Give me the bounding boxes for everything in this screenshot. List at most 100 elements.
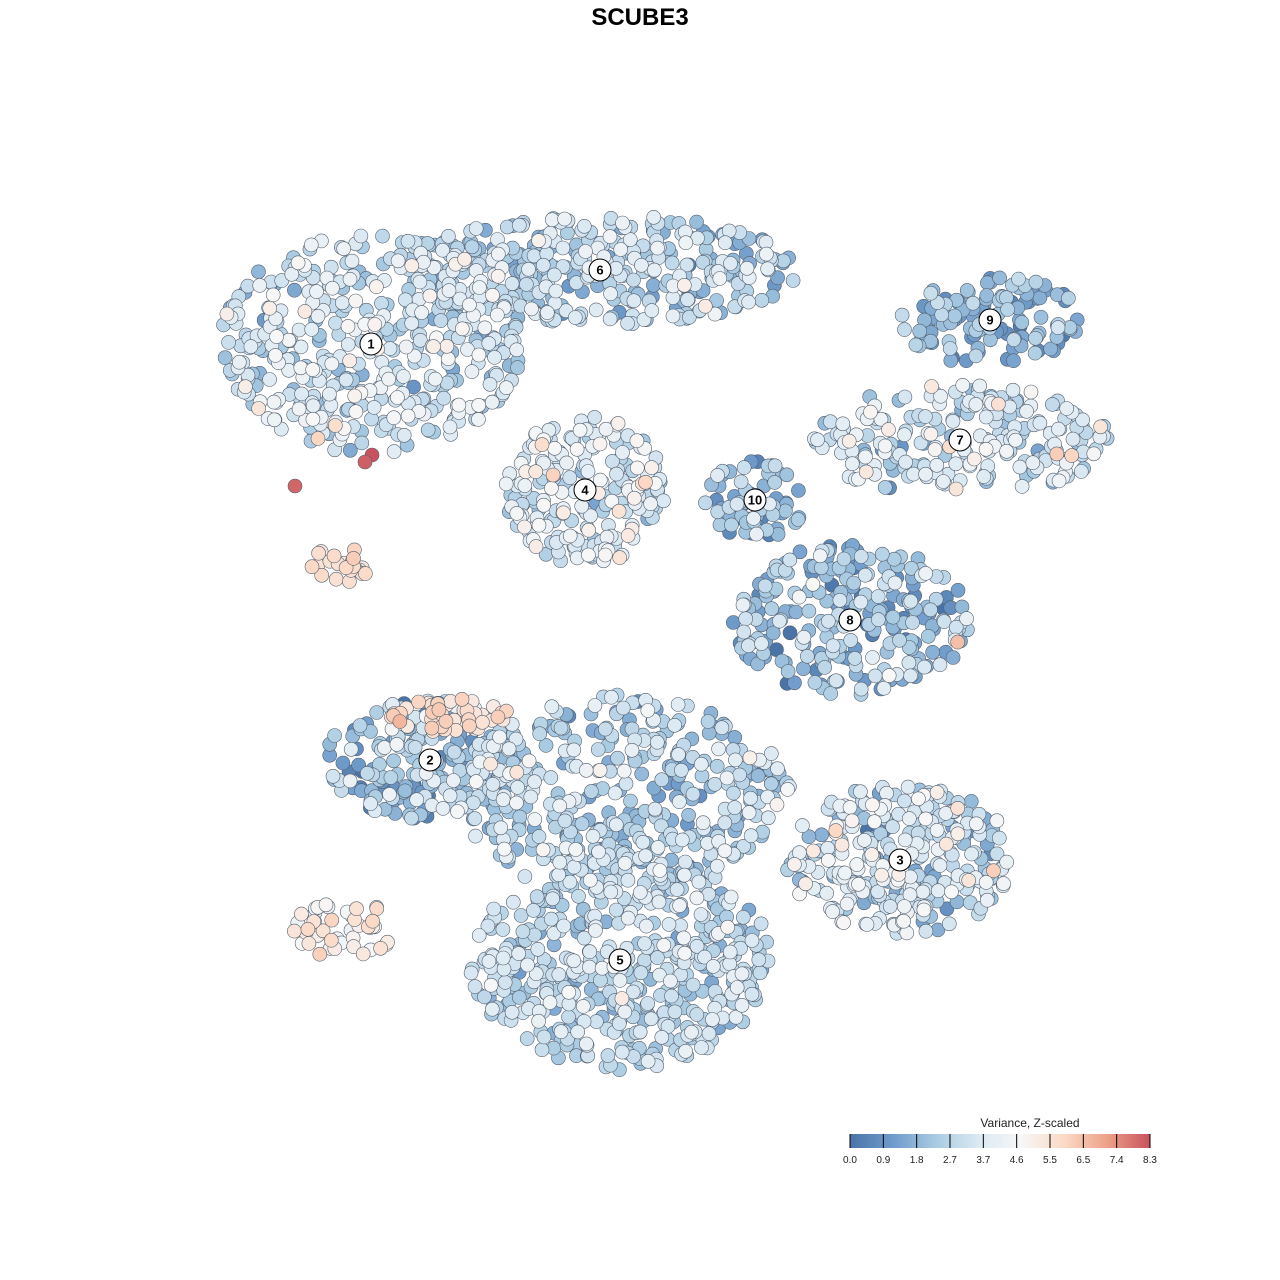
cell-point — [528, 966, 544, 982]
cell-point — [232, 354, 247, 370]
cell-point — [615, 700, 631, 716]
cell-point — [568, 842, 584, 857]
cluster-label-badge — [359, 332, 383, 356]
legend-title: Variance, Z-scaled — [980, 1116, 1079, 1130]
cell-point — [892, 632, 907, 648]
cell-point — [851, 876, 866, 892]
cell-point — [996, 876, 1011, 891]
cell-point — [1049, 446, 1065, 462]
cell-point — [663, 973, 678, 989]
cluster-label-text: 2 — [426, 753, 433, 768]
cell-point — [912, 323, 928, 339]
cell-point — [528, 539, 544, 554]
cell-point — [966, 451, 982, 467]
cell-point — [858, 464, 874, 480]
cell-point — [734, 966, 750, 982]
cell-point — [898, 454, 913, 470]
cell-point — [724, 517, 739, 533]
cell-point — [989, 846, 1005, 862]
cell-point — [760, 261, 775, 277]
cell-point — [697, 949, 712, 965]
cell-point — [787, 857, 802, 872]
cell-point — [527, 774, 542, 790]
cell-point — [400, 408, 416, 424]
cell-point — [618, 776, 634, 792]
cell-point — [266, 394, 282, 410]
cell-point — [583, 508, 598, 524]
cell-point — [381, 371, 397, 387]
cell-point — [836, 551, 852, 567]
cell-point — [785, 273, 801, 288]
cell-point — [464, 364, 480, 379]
cell-point — [807, 675, 823, 690]
cell-point — [723, 256, 738, 271]
cell-point — [787, 675, 802, 691]
cell-point — [681, 309, 697, 325]
cell-point — [342, 442, 358, 458]
points-layer — [216, 210, 1115, 1077]
cell-point — [438, 713, 454, 729]
cell-point — [612, 550, 628, 565]
cell-point — [487, 350, 502, 365]
cell-point — [901, 640, 917, 655]
cell-point — [643, 496, 658, 512]
cell-point — [499, 219, 515, 235]
cell-point — [433, 313, 449, 328]
cell-point — [471, 928, 487, 943]
cell-point — [374, 295, 389, 311]
cell-point — [678, 1044, 693, 1059]
cell-point — [712, 271, 728, 286]
cell-point — [684, 1024, 699, 1040]
cell-point — [543, 770, 559, 785]
cell-point — [382, 787, 397, 802]
cell-point — [462, 297, 477, 313]
cluster-label-6: 6 — [588, 258, 612, 282]
cell-point — [894, 307, 910, 323]
cell-point — [340, 337, 356, 352]
cell-point — [531, 1013, 546, 1029]
cell-point — [711, 741, 726, 757]
cell-point — [743, 828, 759, 844]
cell-point-high — [357, 454, 373, 470]
cell-point — [342, 773, 358, 789]
cell-point — [734, 997, 750, 1013]
cell-point — [882, 899, 898, 914]
cluster-label-2: 2 — [418, 748, 442, 772]
cell-point — [373, 940, 388, 956]
colorbar-tick-label: 2.7 — [943, 1155, 957, 1166]
cell-point — [546, 926, 562, 941]
cell-point — [955, 377, 971, 393]
cell-point — [349, 901, 364, 917]
cell-point — [727, 800, 743, 815]
cell-point — [801, 829, 817, 845]
cell-point — [544, 212, 560, 227]
cell-point — [481, 336, 497, 351]
cell-point — [865, 797, 880, 813]
cell-point — [553, 720, 569, 736]
cell-point — [578, 762, 594, 778]
cell-point — [620, 528, 636, 543]
cell-point — [620, 872, 636, 888]
cell-point — [897, 793, 912, 809]
cell-point — [646, 277, 661, 293]
cell-point — [697, 298, 713, 314]
cluster-label-badge — [838, 608, 862, 632]
cell-point — [647, 801, 663, 817]
cell-point — [536, 1029, 552, 1045]
cell-point — [404, 810, 419, 826]
cell-point — [1043, 341, 1058, 357]
cell-point — [685, 786, 701, 802]
cell-point — [624, 742, 640, 758]
cell-point — [859, 917, 875, 932]
cell-point — [324, 912, 340, 928]
cell-point — [477, 989, 492, 1005]
cell-point — [944, 884, 959, 900]
cluster-label-text: 10 — [748, 493, 762, 508]
cell-point — [853, 594, 869, 610]
cell-point — [475, 714, 490, 730]
cell-point — [695, 254, 711, 270]
cell-point — [326, 548, 342, 564]
cell-point — [672, 898, 687, 913]
cell-point — [365, 913, 380, 929]
cell-point — [661, 917, 677, 932]
